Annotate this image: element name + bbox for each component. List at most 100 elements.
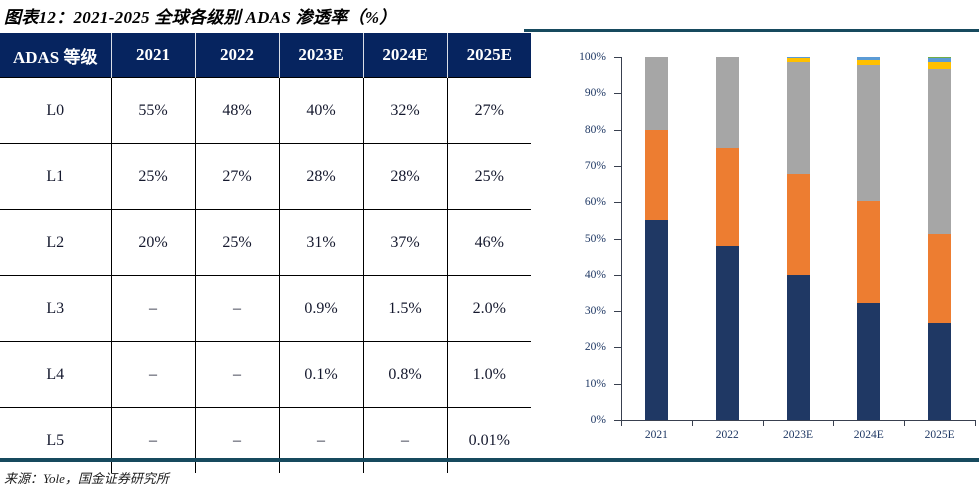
- y-axis-tick-label: 40%: [584, 268, 606, 281]
- bar-segment-l3-2023e: [786, 58, 810, 62]
- table-header-level: ADAS 等级: [0, 33, 111, 78]
- y-axis-tick-label: 50%: [584, 232, 606, 245]
- x-axis-tick-mark: [621, 421, 622, 426]
- source-note: 来源：Yole，国金证券研究所: [4, 471, 169, 486]
- bar-segment-l3-2025e: [928, 61, 952, 70]
- bar-segment-l2-2022: [715, 57, 739, 148]
- row-label: L3: [0, 275, 111, 342]
- table-cell: 31%: [278, 209, 363, 276]
- table-cell: –: [194, 407, 279, 473]
- bar-segment-l1-2023e: [786, 173, 810, 276]
- table-cell: –: [110, 275, 195, 342]
- table-cell: 32%: [362, 77, 447, 144]
- x-axis-tick-mark: [833, 421, 835, 426]
- bar-segment-l0-2021: [644, 220, 668, 420]
- y-axis-tick-label: 10%: [584, 377, 606, 390]
- y-axis-tick-mark: [614, 238, 621, 240]
- y-axis-tick-label: 60%: [584, 196, 606, 209]
- x-axis-tick-mark: [975, 421, 976, 426]
- bar-segment-l2-2025e: [928, 69, 952, 234]
- x-axis-tick-mark: [904, 421, 906, 426]
- table-row: L2 20% 25% 31% 37% 46%: [0, 209, 531, 276]
- table-cell: 0.01%: [446, 407, 531, 473]
- table-cell: 27%: [194, 143, 279, 210]
- x-axis-category-label: 2023E: [782, 429, 813, 441]
- table-row: L3– –0.9% 1.5% 2.0%: [0, 275, 531, 342]
- bar-segment-l1-2025e: [928, 233, 952, 324]
- table-cell: 40%: [278, 77, 363, 144]
- y-axis-tick-mark: [614, 383, 621, 385]
- row-label: L1: [0, 143, 111, 210]
- adas-penetration-table: ADAS 等级 2021 2022 2023E 2024E 2025E L0 55% 48% 4…: [0, 33, 531, 473]
- table-cell: 0.1%: [278, 341, 363, 408]
- x-axis-category-label: 2024E: [853, 429, 884, 441]
- bar-segment-l1-2022: [715, 147, 739, 246]
- y-axis-tick-label: 90%: [584, 87, 606, 100]
- x-axis-tick-mark: [691, 421, 693, 426]
- row-label: L5: [0, 407, 111, 473]
- table-cell: 37%: [362, 209, 447, 276]
- figure-title: 图表12：2021-2025 全球各级别 ADAS 渗透率（%）: [4, 8, 397, 27]
- table-cell: 25%: [194, 209, 279, 276]
- y-axis-tick-mark: [614, 274, 621, 276]
- y-axis-tick-label: 20%: [584, 341, 606, 354]
- table-header-year: 2022: [194, 33, 279, 78]
- y-axis-tick-mark: [614, 129, 621, 131]
- bar-segment-l5-2025e: [928, 57, 952, 59]
- table-cell: 0.9%: [278, 275, 363, 342]
- table-row: L1 25% 27% 28% 28% 25%: [0, 143, 531, 210]
- bar-segment-l2-2021: [644, 57, 668, 130]
- row-label: L4: [0, 341, 111, 408]
- table-cell: 25%: [446, 143, 531, 210]
- bar-segment-l1-2024e: [857, 200, 881, 303]
- bar-segment-l0-2022: [715, 245, 739, 420]
- bar-segment-l0-2025e: [928, 323, 952, 420]
- table-cell: 27%: [446, 77, 531, 144]
- table-cell: –: [110, 407, 195, 473]
- bar-segment-l4-2023e: [786, 57, 810, 59]
- table-row: L5– – – –0.01%: [0, 407, 531, 473]
- table-cell: –: [194, 341, 279, 408]
- figure-bottom-rule: [0, 458, 979, 462]
- table-cell: –: [194, 275, 279, 342]
- table-cell: 1.0%: [446, 341, 531, 408]
- y-axis-tick-label: 100%: [579, 51, 606, 63]
- table-cell: 28%: [278, 143, 363, 210]
- y-axis-tick-label: 30%: [584, 305, 606, 318]
- bar-segment-l1-2021: [644, 129, 668, 221]
- table-cell: 20%: [110, 209, 195, 276]
- table-cell: 0.8%: [362, 341, 447, 408]
- table-cell: –: [110, 341, 195, 408]
- bar-segment-l0-2024e: [857, 303, 881, 420]
- bar-segment-l4-2024e: [857, 57, 881, 60]
- bar-segment-l3-2024e: [857, 59, 881, 66]
- x-axis-tick-mark: [762, 421, 764, 426]
- table-row: L4– –0.1% 0.8% 1.0%: [0, 341, 531, 408]
- y-axis-tick-mark: [614, 347, 621, 349]
- chart-plot-area: [621, 57, 976, 421]
- table-cell: –: [278, 407, 363, 473]
- x-axis-category-label: 2021: [644, 429, 668, 441]
- y-axis-tick-mark: [614, 420, 621, 421]
- y-axis-tick-mark: [614, 57, 621, 58]
- y-axis-tick-mark: [614, 311, 621, 313]
- bar-segment-l2-2023e: [786, 61, 810, 174]
- table-header-year: 2025E: [446, 33, 531, 78]
- bar-segment-l2-2024e: [857, 65, 881, 201]
- bar-segment-l0-2023e: [786, 275, 810, 420]
- table-header: ADAS 等级 2021 2022 2023E 2024E 2025E: [0, 33, 531, 78]
- y-axis-tick-mark: [614, 165, 621, 167]
- table-cell: –: [362, 407, 447, 473]
- stacked-bar-chart: 0% 10% 20% 30% 40% 50% 60% 70% 80% 90% 100% 2021 202…: [540, 33, 979, 459]
- table-cell: 2.0%: [446, 275, 531, 342]
- y-axis-tick-mark: [614, 93, 621, 95]
- table-header-year: 2023E: [278, 33, 363, 78]
- chart-top-rule: [524, 29, 979, 32]
- table-cell: 1.5%: [362, 275, 447, 342]
- row-label: L0: [0, 77, 111, 144]
- y-axis-tick-label: 0%: [590, 414, 606, 426]
- table-row: L0 55% 48% 40% 32% 27%: [0, 77, 531, 144]
- x-axis-category-label: 2025E: [924, 429, 955, 441]
- y-axis-tick-mark: [614, 202, 621, 204]
